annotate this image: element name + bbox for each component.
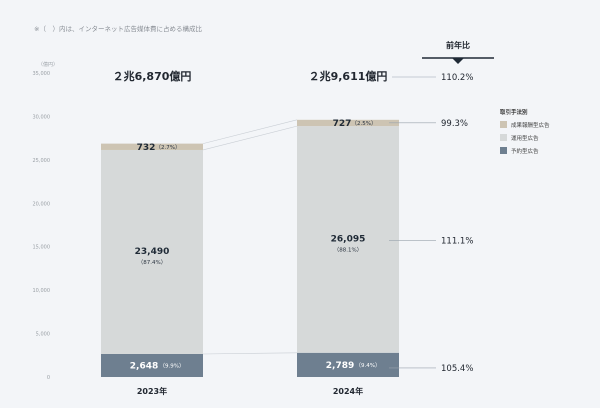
y-tick-label: 10,000: [33, 288, 51, 294]
bar-labels: ２兆6,870億円 2023年 2,648 （9.9%） 23,490 （87.4%） 73…: [113, 69, 388, 396]
value-label: 727: [333, 119, 352, 129]
yoy-value: 110.2%: [441, 73, 473, 83]
value-label: 23,490: [135, 247, 170, 257]
x-tick-label: 2024年: [333, 386, 363, 396]
total-label: ２兆6,870億円: [113, 69, 192, 83]
y-tick-label: 0: [47, 375, 50, 381]
legend-item: 成果報酬型広告: [511, 121, 550, 129]
value-label: 2,648: [130, 362, 158, 372]
y-axis-unit: （億円）: [38, 61, 58, 68]
bar-segment: [101, 149, 203, 355]
legend-swatch: [500, 147, 507, 154]
total-label: ２兆9,611億円: [309, 69, 388, 83]
value-label: 732: [137, 143, 156, 153]
y-tick-label: 15,000: [33, 245, 51, 251]
y-tick-label: 25,000: [33, 158, 51, 164]
y-tick-label: 20,000: [33, 201, 51, 207]
connector-line: [202, 119, 298, 144]
yoy-value: 105.4%: [441, 364, 473, 374]
bar-segment: [297, 119, 399, 127]
pct-label: （88.1%）: [334, 246, 362, 253]
y-tick-label: 35,000: [33, 71, 51, 77]
yoy-title: 前年比: [446, 40, 470, 50]
x-tick-label: 2023年: [137, 386, 167, 396]
yoy-value: 99.3%: [441, 119, 468, 129]
yoy-arrow-icon: [452, 58, 464, 64]
y-tick-label: 30,000: [33, 114, 51, 120]
y-axis-ticks: 0 5,000 10,000 15,000 20,000 25,000 30,000 35,0…: [33, 71, 51, 381]
legend-swatch: [500, 134, 507, 141]
connector-line: [202, 125, 298, 151]
value-label: 26,095: [331, 234, 366, 244]
pct-label: （9.9%）: [160, 363, 185, 370]
connector-line: [202, 352, 298, 355]
connector-lines: [202, 119, 298, 355]
footnote: ※（ ）内は、インターネット広告媒体費に占める構成比: [34, 24, 202, 33]
legend-swatch: [500, 121, 507, 128]
y-tick-label: 5,000: [36, 332, 50, 338]
pct-label: （9.4%）: [356, 362, 381, 369]
pct-label: （87.4%）: [138, 259, 166, 266]
legend-item: 予約型広告: [511, 147, 539, 155]
yoy-values: 110.2% 99.3% 111.1% 105.4%: [389, 73, 473, 374]
pct-label: （2.7%）: [156, 144, 181, 151]
bars: [101, 119, 399, 377]
legend-item: 運用型広告: [511, 134, 539, 142]
bar-segment: [101, 143, 203, 150]
bar-segment: [101, 354, 203, 377]
value-label: 2,789: [326, 361, 354, 371]
bar-segment: [297, 126, 399, 353]
yoy-value: 111.1%: [441, 236, 473, 246]
pct-label: （2.5%）: [352, 120, 377, 127]
bar-segment: [297, 352, 399, 377]
legend-title: 取引手法別: [500, 108, 528, 116]
